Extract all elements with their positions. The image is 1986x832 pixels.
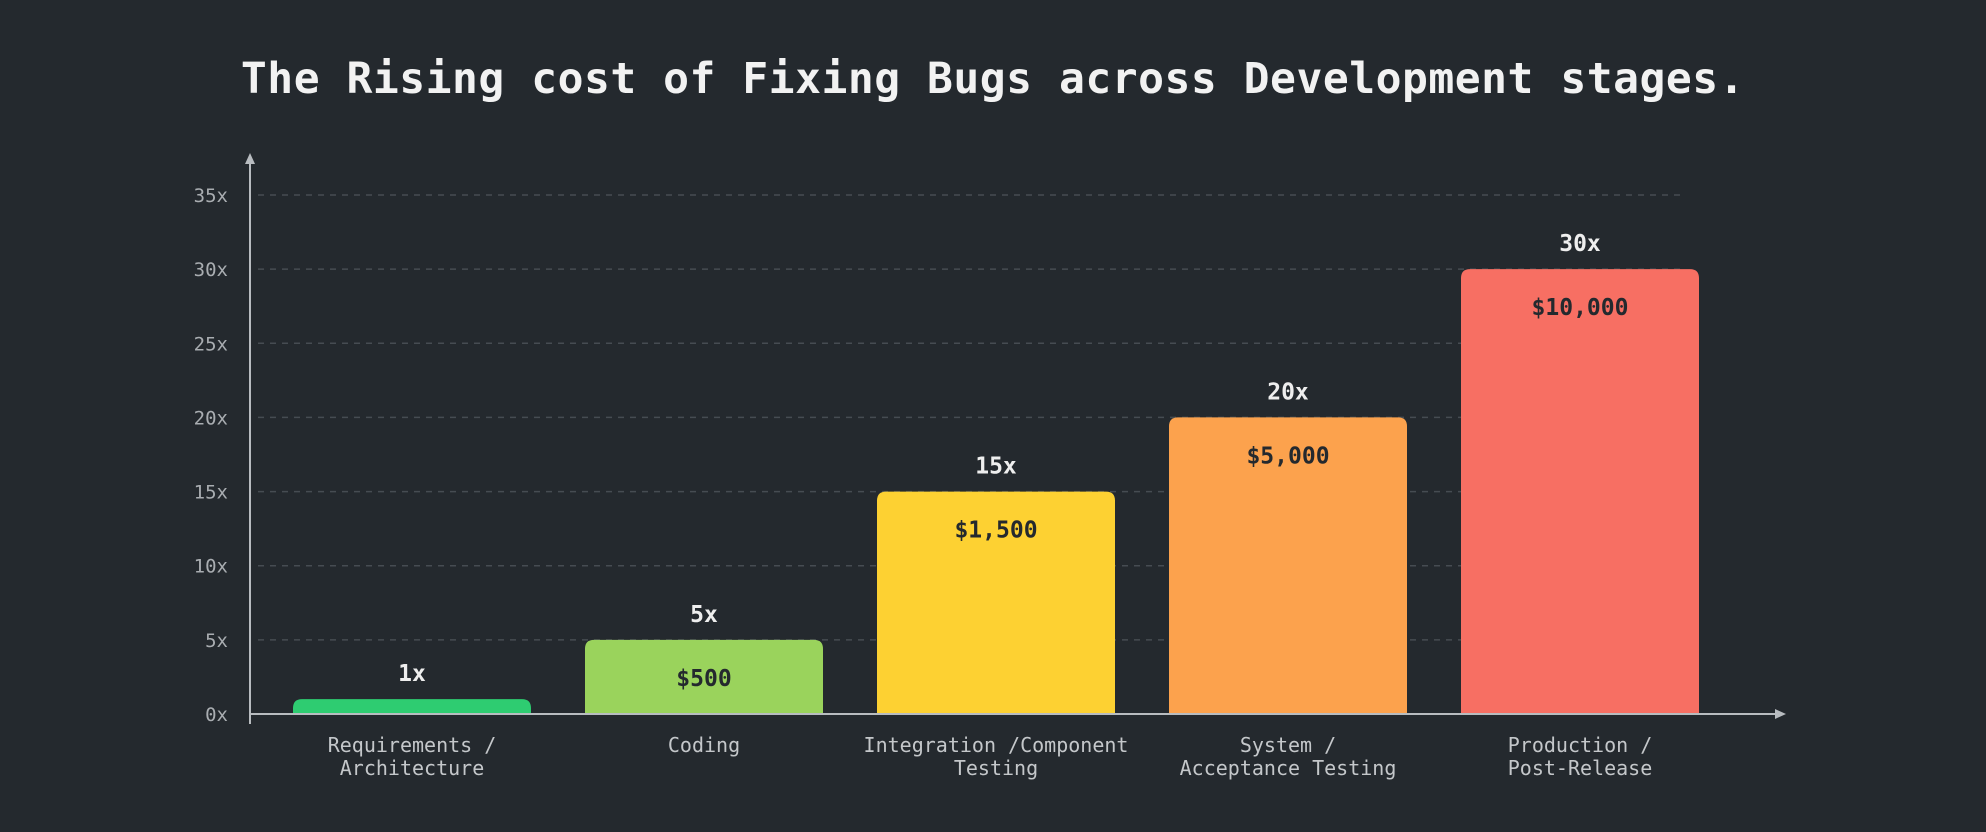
axes bbox=[245, 153, 1786, 724]
bar bbox=[585, 639, 823, 714]
bar-value-label: 5x bbox=[690, 602, 718, 628]
chart-title: The Rising cost of Fixing Bugs across De… bbox=[240, 54, 1746, 104]
x-tick-label: Acceptance Testing bbox=[1180, 756, 1397, 780]
bar-cost-label: $5,000 bbox=[1246, 443, 1329, 469]
bar-cost-label: $1,500 bbox=[954, 518, 1037, 544]
x-axis-arrow bbox=[1775, 709, 1786, 719]
y-tick-label: 30x bbox=[194, 259, 228, 281]
x-tick-label: Testing bbox=[954, 756, 1038, 780]
y-axis-arrow bbox=[245, 153, 255, 164]
x-tick-label: Integration /Component bbox=[864, 733, 1129, 757]
x-tick-label: Post-Release bbox=[1508, 756, 1653, 780]
bar bbox=[877, 491, 1115, 714]
bar-value-label: 15x bbox=[975, 454, 1017, 480]
category-labels: Requirements /Architecture Coding Integrat… bbox=[328, 733, 1653, 780]
y-tick-label: 0x bbox=[205, 704, 228, 726]
y-tick-label: 10x bbox=[194, 556, 228, 578]
x-tick-label: Requirements / bbox=[328, 733, 497, 757]
y-tick-label: 20x bbox=[194, 407, 228, 429]
bars bbox=[293, 269, 1699, 714]
y-tick-labels: 0x 5x 10x 15x 20x 25x 30x 35x bbox=[194, 185, 228, 726]
y-tick-label: 5x bbox=[205, 630, 228, 652]
bar-value-label: 1x bbox=[398, 661, 426, 687]
bar-value-label: 30x bbox=[1559, 231, 1601, 257]
bar bbox=[1169, 417, 1407, 714]
x-tick-label: System / bbox=[1240, 733, 1336, 757]
bar-cost-label: $10,000 bbox=[1532, 295, 1629, 321]
bar-labels: 1x 5x $500 15x $1,500 20x $5,000 30x $10,000 bbox=[398, 231, 1628, 692]
bar-value-label: 20x bbox=[1267, 379, 1309, 405]
x-tick-label: Coding bbox=[668, 733, 740, 757]
bar-cost-label: $500 bbox=[676, 666, 731, 692]
bar bbox=[293, 699, 531, 714]
bar bbox=[1461, 269, 1699, 714]
y-tick-label: 15x bbox=[194, 482, 228, 504]
y-tick-label: 35x bbox=[194, 185, 228, 207]
x-tick-label: Production / bbox=[1508, 733, 1653, 757]
y-tick-label: 25x bbox=[194, 333, 228, 355]
x-tick-label: Architecture bbox=[340, 756, 485, 780]
